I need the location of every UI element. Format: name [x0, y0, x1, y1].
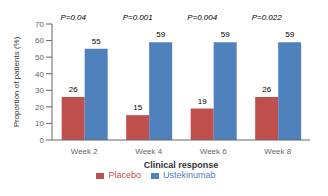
svg-text:Week 6: Week 6: [200, 147, 228, 156]
svg-text:Week 4: Week 4: [135, 147, 163, 156]
svg-text:15: 15: [133, 103, 142, 112]
svg-text:59: 59: [156, 30, 165, 39]
svg-text:59: 59: [285, 30, 294, 39]
svg-text:Week 8: Week 8: [264, 147, 292, 156]
svg-text:Clinical response: Clinical response: [144, 160, 219, 170]
svg-text:Week 2: Week 2: [71, 147, 99, 156]
svg-text:70: 70: [35, 20, 44, 29]
html-text:Placebo: Placebo: [108, 170, 141, 180]
svg-text:60: 60: [35, 36, 44, 45]
svg-text:26: 26: [69, 85, 78, 94]
html-text:Ustekinumab: Ustekinumab: [163, 170, 216, 180]
svg-text:50: 50: [35, 53, 44, 62]
svg-text:20: 20: [35, 103, 44, 112]
svg-text:26: 26: [262, 85, 271, 94]
svg-text:30: 30: [35, 86, 44, 95]
svg-text:P=0.004: P=0.004: [187, 13, 218, 22]
svg-text:40: 40: [35, 70, 44, 79]
svg-text:P=0.04: P=0.04: [60, 13, 86, 22]
svg-text:10: 10: [35, 119, 44, 128]
svg-text:P=0.022: P=0.022: [252, 13, 283, 22]
svg-text:0: 0: [40, 136, 45, 145]
svg-text:P=0.001: P=0.001: [123, 13, 153, 22]
svg-text:55: 55: [92, 37, 101, 46]
svg-text:59: 59: [221, 30, 230, 39]
svg-text:19: 19: [198, 97, 207, 106]
svg-text:Proportion of patients (%): Proportion of patients (%): [12, 36, 21, 127]
